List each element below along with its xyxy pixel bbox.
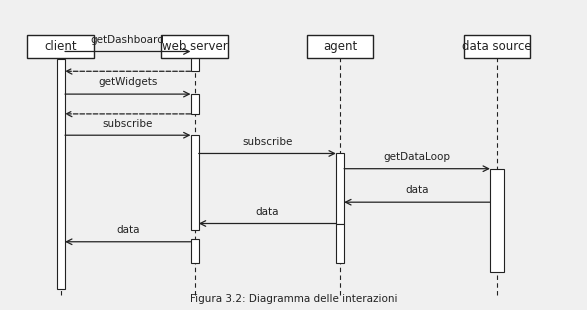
Bar [161, 35, 228, 58]
Bar [306, 35, 373, 58]
Text: getDashboard: getDashboard [91, 35, 165, 45]
Text: data: data [405, 185, 429, 196]
Text: web server: web server [162, 40, 228, 53]
Text: client: client [45, 40, 77, 53]
Bar [191, 135, 199, 230]
Text: data: data [116, 225, 140, 235]
Bar [336, 224, 344, 263]
Bar [57, 59, 65, 289]
Bar [464, 35, 531, 58]
Bar [191, 94, 199, 114]
Text: Figura 3.2: Diagramma delle interazioni: Figura 3.2: Diagramma delle interazioni [190, 294, 397, 304]
Text: data source: data source [462, 40, 532, 53]
Text: agent: agent [323, 40, 357, 53]
Text: getWidgets: getWidgets [98, 78, 157, 87]
Text: getDataLoop: getDataLoop [383, 152, 451, 162]
Text: data: data [255, 207, 279, 217]
Bar [336, 153, 344, 224]
Bar [490, 169, 504, 272]
Bar [191, 239, 199, 263]
Text: subscribe: subscribe [242, 137, 292, 147]
Bar [28, 35, 95, 58]
Bar [191, 51, 199, 71]
Text: subscribe: subscribe [103, 118, 153, 129]
